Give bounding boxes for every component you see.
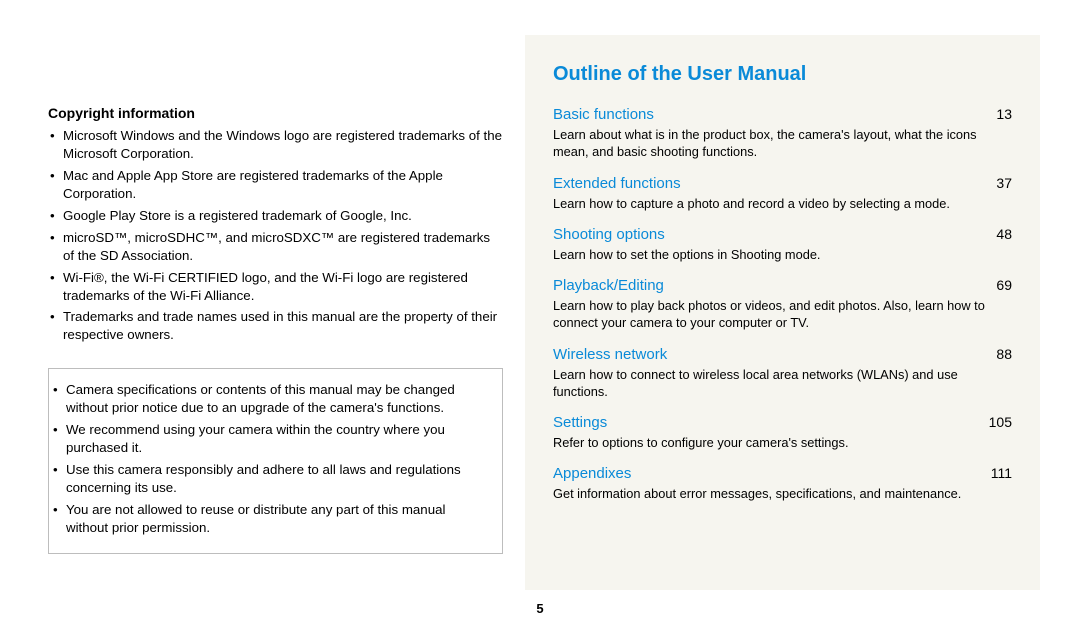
section-page: 111 [991, 465, 1012, 481]
list-item: Google Play Store is a registered tradem… [63, 207, 503, 225]
list-item: Trademarks and trade names used in this … [63, 308, 503, 344]
notice-list: Camera specifications or contents of thi… [51, 381, 488, 537]
outline-section: Settings 105 Refer to options to configu… [553, 414, 1012, 451]
outline-panel: Outline of the User Manual Basic functio… [525, 35, 1040, 590]
outline-section: Appendixes 111 Get information about err… [553, 465, 1012, 502]
outline-section: Basic functions 13 Learn about what is i… [553, 106, 1012, 161]
section-page: 13 [996, 106, 1012, 122]
section-title: Appendixes [553, 465, 631, 482]
section-desc: Refer to options to configure your camer… [553, 434, 1012, 451]
section-head: Settings 105 [553, 414, 1012, 431]
section-head: Appendixes 111 [553, 465, 1012, 482]
list-item: Microsoft Windows and the Windows logo a… [63, 127, 503, 163]
manual-page: Copyright information Microsoft Windows … [0, 0, 1080, 630]
list-item: Use this camera responsibly and adhere t… [66, 461, 488, 497]
outline-section: Playback/Editing 69 Learn how to play ba… [553, 277, 1012, 332]
section-page: 48 [996, 226, 1012, 242]
section-head: Wireless network 88 [553, 346, 1012, 363]
trademark-list: Microsoft Windows and the Windows logo a… [48, 127, 503, 344]
section-page: 37 [996, 175, 1012, 191]
outline-title: Outline of the User Manual [553, 63, 1012, 86]
section-desc: Learn how to capture a photo and record … [553, 195, 1012, 212]
list-item: microSD™, microSDHC™, and microSDXC™ are… [63, 229, 503, 265]
section-desc: Learn about what is in the product box, … [553, 126, 1012, 161]
section-page: 105 [989, 414, 1012, 430]
section-page: 88 [996, 346, 1012, 362]
list-item: Wi-Fi®, the Wi-Fi CERTIFIED logo, and th… [63, 269, 503, 305]
section-title: Shooting options [553, 226, 665, 243]
section-head: Extended functions 37 [553, 175, 1012, 192]
outline-section: Wireless network 88 Learn how to connect… [553, 346, 1012, 401]
section-desc: Get information about error messages, sp… [553, 485, 1012, 502]
section-desc: Learn how to connect to wireless local a… [553, 366, 1012, 401]
outline-section: Shooting options 48 Learn how to set the… [553, 226, 1012, 263]
section-desc: Learn how to play back photos or videos,… [553, 297, 1012, 332]
section-head: Playback/Editing 69 [553, 277, 1012, 294]
list-item: Mac and Apple App Store are registered t… [63, 167, 503, 203]
list-item: Camera specifications or contents of thi… [66, 381, 488, 417]
page-number: 5 [0, 601, 1080, 616]
section-title: Basic functions [553, 106, 654, 123]
section-title: Settings [553, 414, 607, 431]
section-head: Shooting options 48 [553, 226, 1012, 243]
section-page: 69 [996, 277, 1012, 293]
section-title: Playback/Editing [553, 277, 664, 294]
list-item: We recommend using your camera within th… [66, 421, 488, 457]
section-head: Basic functions 13 [553, 106, 1012, 123]
outline-section: Extended functions 37 Learn how to captu… [553, 175, 1012, 212]
section-title: Wireless network [553, 346, 667, 363]
copyright-heading: Copyright information [48, 105, 503, 121]
list-item: You are not allowed to reuse or distribu… [66, 501, 488, 537]
left-column: Copyright information Microsoft Windows … [0, 0, 525, 630]
section-title: Extended functions [553, 175, 681, 192]
section-desc: Learn how to set the options in Shooting… [553, 246, 1012, 263]
notice-box: Camera specifications or contents of thi… [48, 368, 503, 554]
